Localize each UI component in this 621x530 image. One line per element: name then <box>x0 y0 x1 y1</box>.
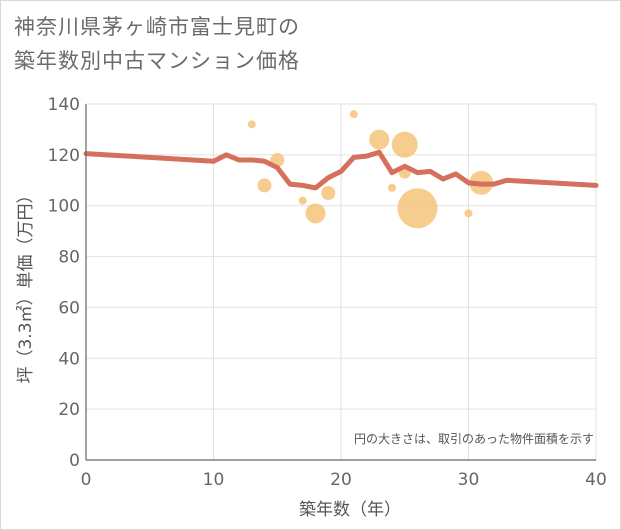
bubble-series <box>247 110 494 229</box>
bubble-point <box>369 129 390 150</box>
bubble-point <box>298 196 307 205</box>
bubble-point <box>397 188 438 229</box>
bubble-size-note: 円の大きさは、取引のあった物件面積を示す <box>354 431 594 446</box>
y-axis-title: 坪（3.3㎡）単価（万円） <box>16 186 36 383</box>
bubble-point <box>305 203 326 224</box>
x-tick-label: 0 <box>81 470 92 490</box>
y-tick-label: 0 <box>69 451 80 471</box>
bubble-point <box>391 131 418 158</box>
chart-title-line-2: 築年数別中古マンション価格 <box>14 49 300 73</box>
y-tick-label: 80 <box>58 248 80 268</box>
bubble-point <box>464 209 473 218</box>
bubble-point <box>349 110 358 119</box>
trend-line <box>83 149 599 191</box>
chart-title-line-1: 神奈川県茅ヶ崎市富士見町の <box>14 15 300 39</box>
chart-title: 神奈川県茅ヶ崎市富士見町の 築年数別中古マンション価格 <box>14 10 300 78</box>
x-tick-label: 10 <box>203 470 225 490</box>
x-tick-label: 20 <box>330 470 352 490</box>
y-tick-labels: 0 20 40 60 80 100 120 140 <box>48 95 80 471</box>
x-tick-label: 40 <box>585 470 607 490</box>
y-tick-label: 20 <box>58 400 80 420</box>
x-axis-title: 築年数（年） <box>299 500 401 520</box>
y-tick-label: 60 <box>58 298 80 318</box>
y-tick-label: 140 <box>48 95 80 115</box>
bubble-point <box>388 183 396 192</box>
y-tick-label: 40 <box>58 349 80 369</box>
y-tick-label: 100 <box>48 197 80 217</box>
bubble-point <box>257 178 272 193</box>
bubble-point <box>247 120 256 129</box>
x-tick-labels: 0 10 20 30 40 <box>81 470 607 490</box>
y-tick-label: 120 <box>48 146 80 166</box>
axes <box>85 104 596 461</box>
trend-line-series <box>83 149 599 191</box>
bubble-point <box>321 186 336 200</box>
x-tick-label: 30 <box>458 470 480 490</box>
